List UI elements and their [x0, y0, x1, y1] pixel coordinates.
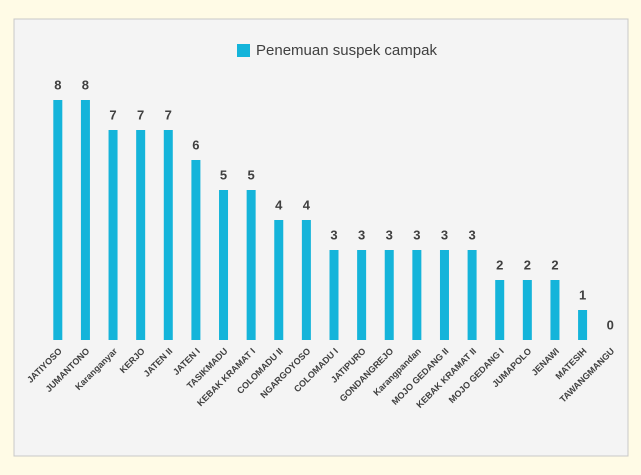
data-label: 7: [109, 107, 116, 122]
bar: [136, 130, 146, 340]
data-label: 2: [496, 257, 503, 272]
data-label: 5: [248, 167, 255, 182]
data-label: 3: [441, 227, 448, 242]
data-label: 7: [137, 107, 144, 122]
data-label: 4: [275, 197, 283, 212]
data-label: 2: [524, 257, 531, 272]
bar: [191, 160, 201, 340]
data-label: 3: [358, 227, 365, 242]
bar: [219, 190, 229, 340]
bar: [53, 100, 63, 340]
legend-label: Penemuan suspek campak: [256, 42, 437, 59]
data-label: 4: [303, 197, 311, 212]
data-label: 5: [220, 167, 227, 182]
data-label: 0: [607, 317, 614, 332]
data-label: 7: [165, 107, 172, 122]
bar: [357, 250, 367, 340]
plot-frame: [13, 18, 629, 457]
bar: [550, 280, 560, 340]
bar: [329, 250, 339, 340]
bar: [412, 250, 422, 340]
data-label: 8: [54, 77, 61, 92]
data-label: 8: [82, 77, 89, 92]
bar: [80, 100, 90, 340]
bar: [467, 250, 477, 340]
bar: [439, 250, 449, 340]
legend-swatch: [237, 44, 250, 57]
data-label: 6: [192, 137, 199, 152]
data-label: 3: [386, 227, 393, 242]
bar: [246, 190, 256, 340]
bar: [578, 310, 588, 340]
data-label: 3: [330, 227, 337, 242]
data-label: 3: [413, 227, 420, 242]
data-label: 3: [468, 227, 475, 242]
bar: [163, 130, 173, 340]
bar: [495, 280, 505, 340]
bar: [108, 130, 118, 340]
bar: [301, 220, 311, 340]
bar: [384, 250, 394, 340]
bar: [522, 280, 532, 340]
bar: [274, 220, 284, 340]
data-label: 2: [551, 257, 558, 272]
data-label: 1: [579, 287, 586, 302]
